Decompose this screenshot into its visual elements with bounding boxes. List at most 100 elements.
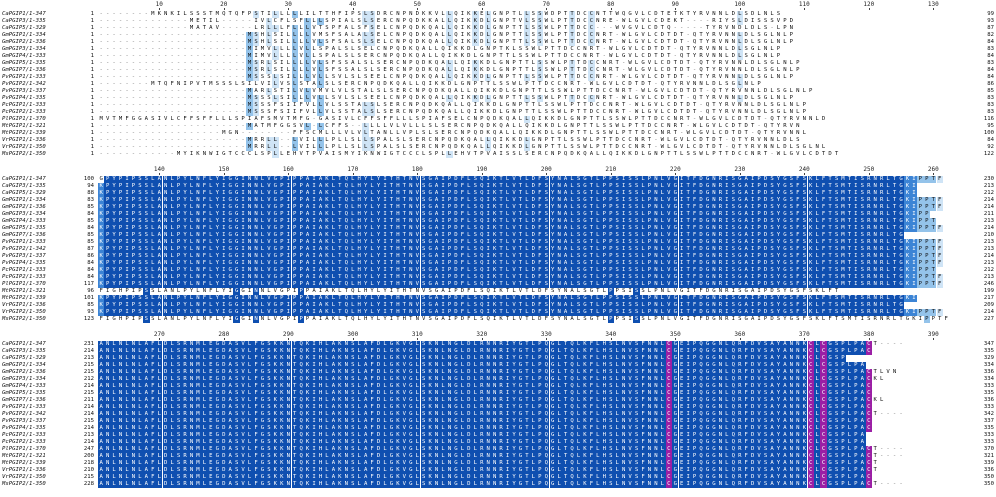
residue-cell: - <box>175 32 181 39</box>
residue-cell: R <box>394 102 402 109</box>
residue-cell: - <box>285 130 291 137</box>
position-ruler: 10 20 30 40 50 60 70 80 90 100 110 120 130 <box>0 2 996 10</box>
residue-cell: L <box>504 130 511 137</box>
residue-cell: L <box>310 102 318 109</box>
residue-cell: - <box>233 32 239 39</box>
residue-cell: L <box>401 137 408 144</box>
ruler-tick-mark <box>933 8 935 10</box>
residue-cell: - <box>221 18 227 25</box>
residue-cell: - <box>156 53 162 60</box>
residue-cell: N <box>497 25 505 32</box>
residue-cell: P <box>349 11 356 18</box>
residue-cell: P <box>504 18 511 25</box>
residue-cell: L <box>310 53 318 60</box>
residue-cell: S <box>368 137 376 144</box>
residue-cell: K <box>485 88 492 95</box>
residue-cell: F <box>297 130 305 137</box>
residue-cell: L <box>530 67 537 74</box>
residue-cell: N <box>175 81 182 88</box>
sequence-name: PcPGIP1/1-333 <box>2 267 46 274</box>
residue-cell: L <box>272 25 279 32</box>
sequence-name: CaPGIP5/1-329 <box>2 190 46 197</box>
residue-cell: - <box>117 130 123 137</box>
sequence-end-position: 82 <box>974 32 994 39</box>
alignment-row: CaPGIP1/1-347 1 99 <box>0 11 996 18</box>
sequence-name: CaPGIP1/1-347 <box>2 176 46 183</box>
residue-cell: K <box>452 46 460 53</box>
residue-cell: - <box>117 53 123 60</box>
residue-cell: - <box>188 144 194 151</box>
residue-cell: L <box>291 74 298 81</box>
sequence-name: PvPGIP3/1-337 <box>2 88 46 95</box>
residue-cell: - <box>143 46 149 53</box>
residue-cell: L <box>446 11 453 18</box>
residue-cell: Q <box>407 39 415 46</box>
residue-cell: N <box>401 67 408 74</box>
residue-cell: - <box>169 18 175 25</box>
residue-cell: L <box>330 109 337 116</box>
residue-cell: S <box>343 123 350 130</box>
residue-cell: L <box>349 46 356 53</box>
residue-cell: T <box>285 116 292 123</box>
ruler-tick-mark <box>804 8 806 10</box>
residue-cell: M <box>246 60 253 67</box>
residue-cell: D <box>465 53 473 60</box>
residue-cell: - <box>175 123 181 130</box>
residue-cell: - <box>130 137 136 144</box>
residue-cell: - <box>188 137 194 144</box>
residue-cell: I <box>285 102 292 109</box>
residue-cell: - <box>163 95 169 102</box>
residue-cell: K <box>472 18 479 25</box>
residue-cell: C <box>239 151 247 158</box>
residue-cell: L <box>297 74 305 81</box>
residue-cell: - <box>98 60 104 67</box>
residue-cell: - <box>214 123 220 130</box>
residue-cell: - <box>117 60 123 67</box>
residue-cell: - <box>182 60 188 67</box>
residue-cell: V <box>323 109 331 116</box>
residue-cell: S <box>517 53 524 60</box>
residue-cell: A <box>381 137 389 144</box>
residue-cell: - <box>208 123 214 130</box>
residue-cell: - <box>201 88 207 95</box>
residue-cell: L <box>291 67 298 74</box>
residue-cell: I <box>478 88 485 95</box>
residue-cell: T <box>472 151 479 158</box>
sequence-name: GmPGIP7/1-336 <box>2 232 46 239</box>
residue-cell: - <box>233 18 239 25</box>
residue-cell: - <box>98 151 104 158</box>
residue-cell: I <box>252 18 260 25</box>
alignment-row: GmPGIP7/1-336 1 84 <box>0 67 996 74</box>
sequence-start-position: 1 <box>74 144 94 151</box>
residue-cell: - <box>233 67 239 74</box>
residue-cell: - <box>201 123 207 130</box>
residue-cell: P <box>414 102 421 109</box>
residue-cell: - <box>169 151 175 158</box>
residue-cell: - <box>156 46 162 53</box>
residue-cell: C <box>246 151 253 158</box>
residue-cell: - <box>150 137 156 144</box>
residue-cell: S <box>394 137 402 144</box>
sequence-name: GmPGIP7/1-336 <box>2 67 46 74</box>
residue-cell: T <box>497 53 505 60</box>
residue-cell: L <box>362 32 369 39</box>
residue-cell: - <box>272 130 278 137</box>
residue-cell: T <box>833 151 840 158</box>
residue-cell: T <box>517 67 524 74</box>
residue-cell: E <box>478 11 485 18</box>
residue-cell: T <box>201 81 208 88</box>
residue-cell: L <box>291 32 298 39</box>
residue-cell: G <box>504 102 511 109</box>
residue-cell: - <box>195 102 201 109</box>
residue-cell: - <box>195 130 201 137</box>
residue-cell: S <box>530 18 537 25</box>
residue-cell: M <box>117 116 124 123</box>
residue-cell: - <box>221 25 227 32</box>
residue-cell: M <box>259 46 266 53</box>
residue-cell: E <box>362 46 369 53</box>
sequence-end-position: 84 <box>974 74 994 81</box>
residue-cell: I <box>181 81 189 88</box>
residue-cell: D <box>446 81 453 88</box>
residue-cell: N <box>472 116 479 123</box>
ruler-tick-mark <box>481 173 483 175</box>
